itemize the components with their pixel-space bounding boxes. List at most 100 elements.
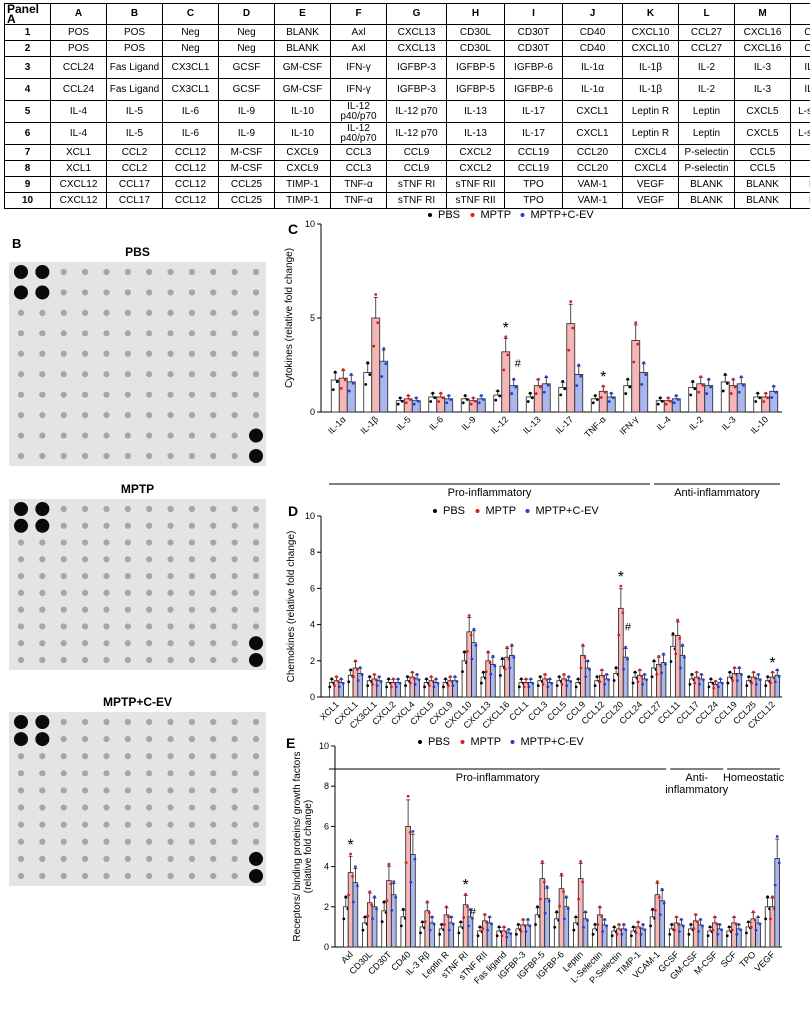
bar [613,673,619,698]
data-point [699,917,702,921]
significance-marker: * [503,320,509,337]
data-point [389,685,393,689]
blot-spot [103,718,110,726]
bar [520,924,526,948]
blot-spot [60,289,67,296]
bar [501,930,507,948]
blot-spot [39,452,46,460]
bar [447,680,453,698]
data-point [333,370,337,374]
blot-spot [252,350,260,357]
blot-spot [188,753,196,760]
blot-spot [17,391,25,398]
legend-entry: PBS [443,505,465,517]
data-point [503,667,507,671]
chart-panel-c: C 0 5 10 Cytokines (relative fold change) PBS… [284,209,782,499]
blot-spot [210,736,217,743]
blot-spot [81,505,89,513]
data-point [368,675,372,679]
bar [637,674,643,698]
data-point [545,885,549,889]
blot-spot [81,309,89,316]
blot-spot [167,804,174,811]
blot-spot [60,787,67,794]
bar [745,926,752,948]
bar [606,396,616,413]
blot-spot [231,539,238,546]
data-point [737,390,741,394]
data-point [563,387,567,391]
data-point [727,925,731,929]
data-point [353,865,357,868]
data-point [447,394,451,397]
bar [371,906,378,948]
blot-spot [81,718,89,726]
blot-spot [124,268,131,276]
blot-spot [103,268,110,276]
bar [537,680,544,698]
group-label: Pro-inflammatory [448,487,532,499]
data-point [600,915,604,918]
blot-spot [252,821,260,828]
blot-spot [231,330,238,337]
data-point [339,386,343,390]
bar [708,682,714,698]
blot-spot [39,309,46,316]
bar [577,878,584,948]
blot-spot [210,268,217,276]
data-point [558,904,561,908]
blot-spot [167,606,174,613]
data-point [474,644,478,647]
blot-spot [210,718,217,726]
data-point [519,930,523,933]
data-point [375,907,378,911]
bar [774,674,781,698]
bar [338,377,348,413]
blot-spot [210,505,217,513]
blot-spot [231,391,238,398]
data-point [571,326,575,330]
bar [486,922,493,948]
blot-spot [17,556,25,563]
blot-spot [103,289,110,296]
data-point [669,660,673,663]
data-point [741,383,745,387]
blot-spot [39,656,46,664]
blot-spot [188,573,196,580]
blot-spot [39,539,46,546]
blot-spot [35,265,50,279]
blot-spot [188,804,196,811]
blot-spot [167,855,174,862]
x-tick-label: SCF [719,949,739,969]
data-point [496,389,500,393]
data-point [423,685,426,689]
blot-spot [124,573,131,580]
blot-spot [210,452,217,460]
data-point [664,662,667,666]
data-point [409,880,413,884]
data-point [483,912,487,916]
data-point [630,934,633,938]
bar [436,396,446,413]
data-point [672,401,676,405]
bar [390,894,397,948]
bar [333,680,340,698]
data-point [764,917,768,921]
blot-spot [146,350,153,357]
legend-marker [525,509,530,513]
bar [728,385,738,413]
data-point [550,681,554,685]
data-point [772,384,776,388]
blot-spot [252,589,260,596]
data-point [745,684,749,687]
data-point [444,677,447,681]
legend-entry: PBS [428,736,450,748]
data-point [729,392,733,395]
blot-spot [252,556,260,563]
data-point [442,685,445,689]
blot-spot [252,573,260,580]
data-point [650,675,654,679]
blot-spot [17,623,25,630]
bar [678,924,685,948]
